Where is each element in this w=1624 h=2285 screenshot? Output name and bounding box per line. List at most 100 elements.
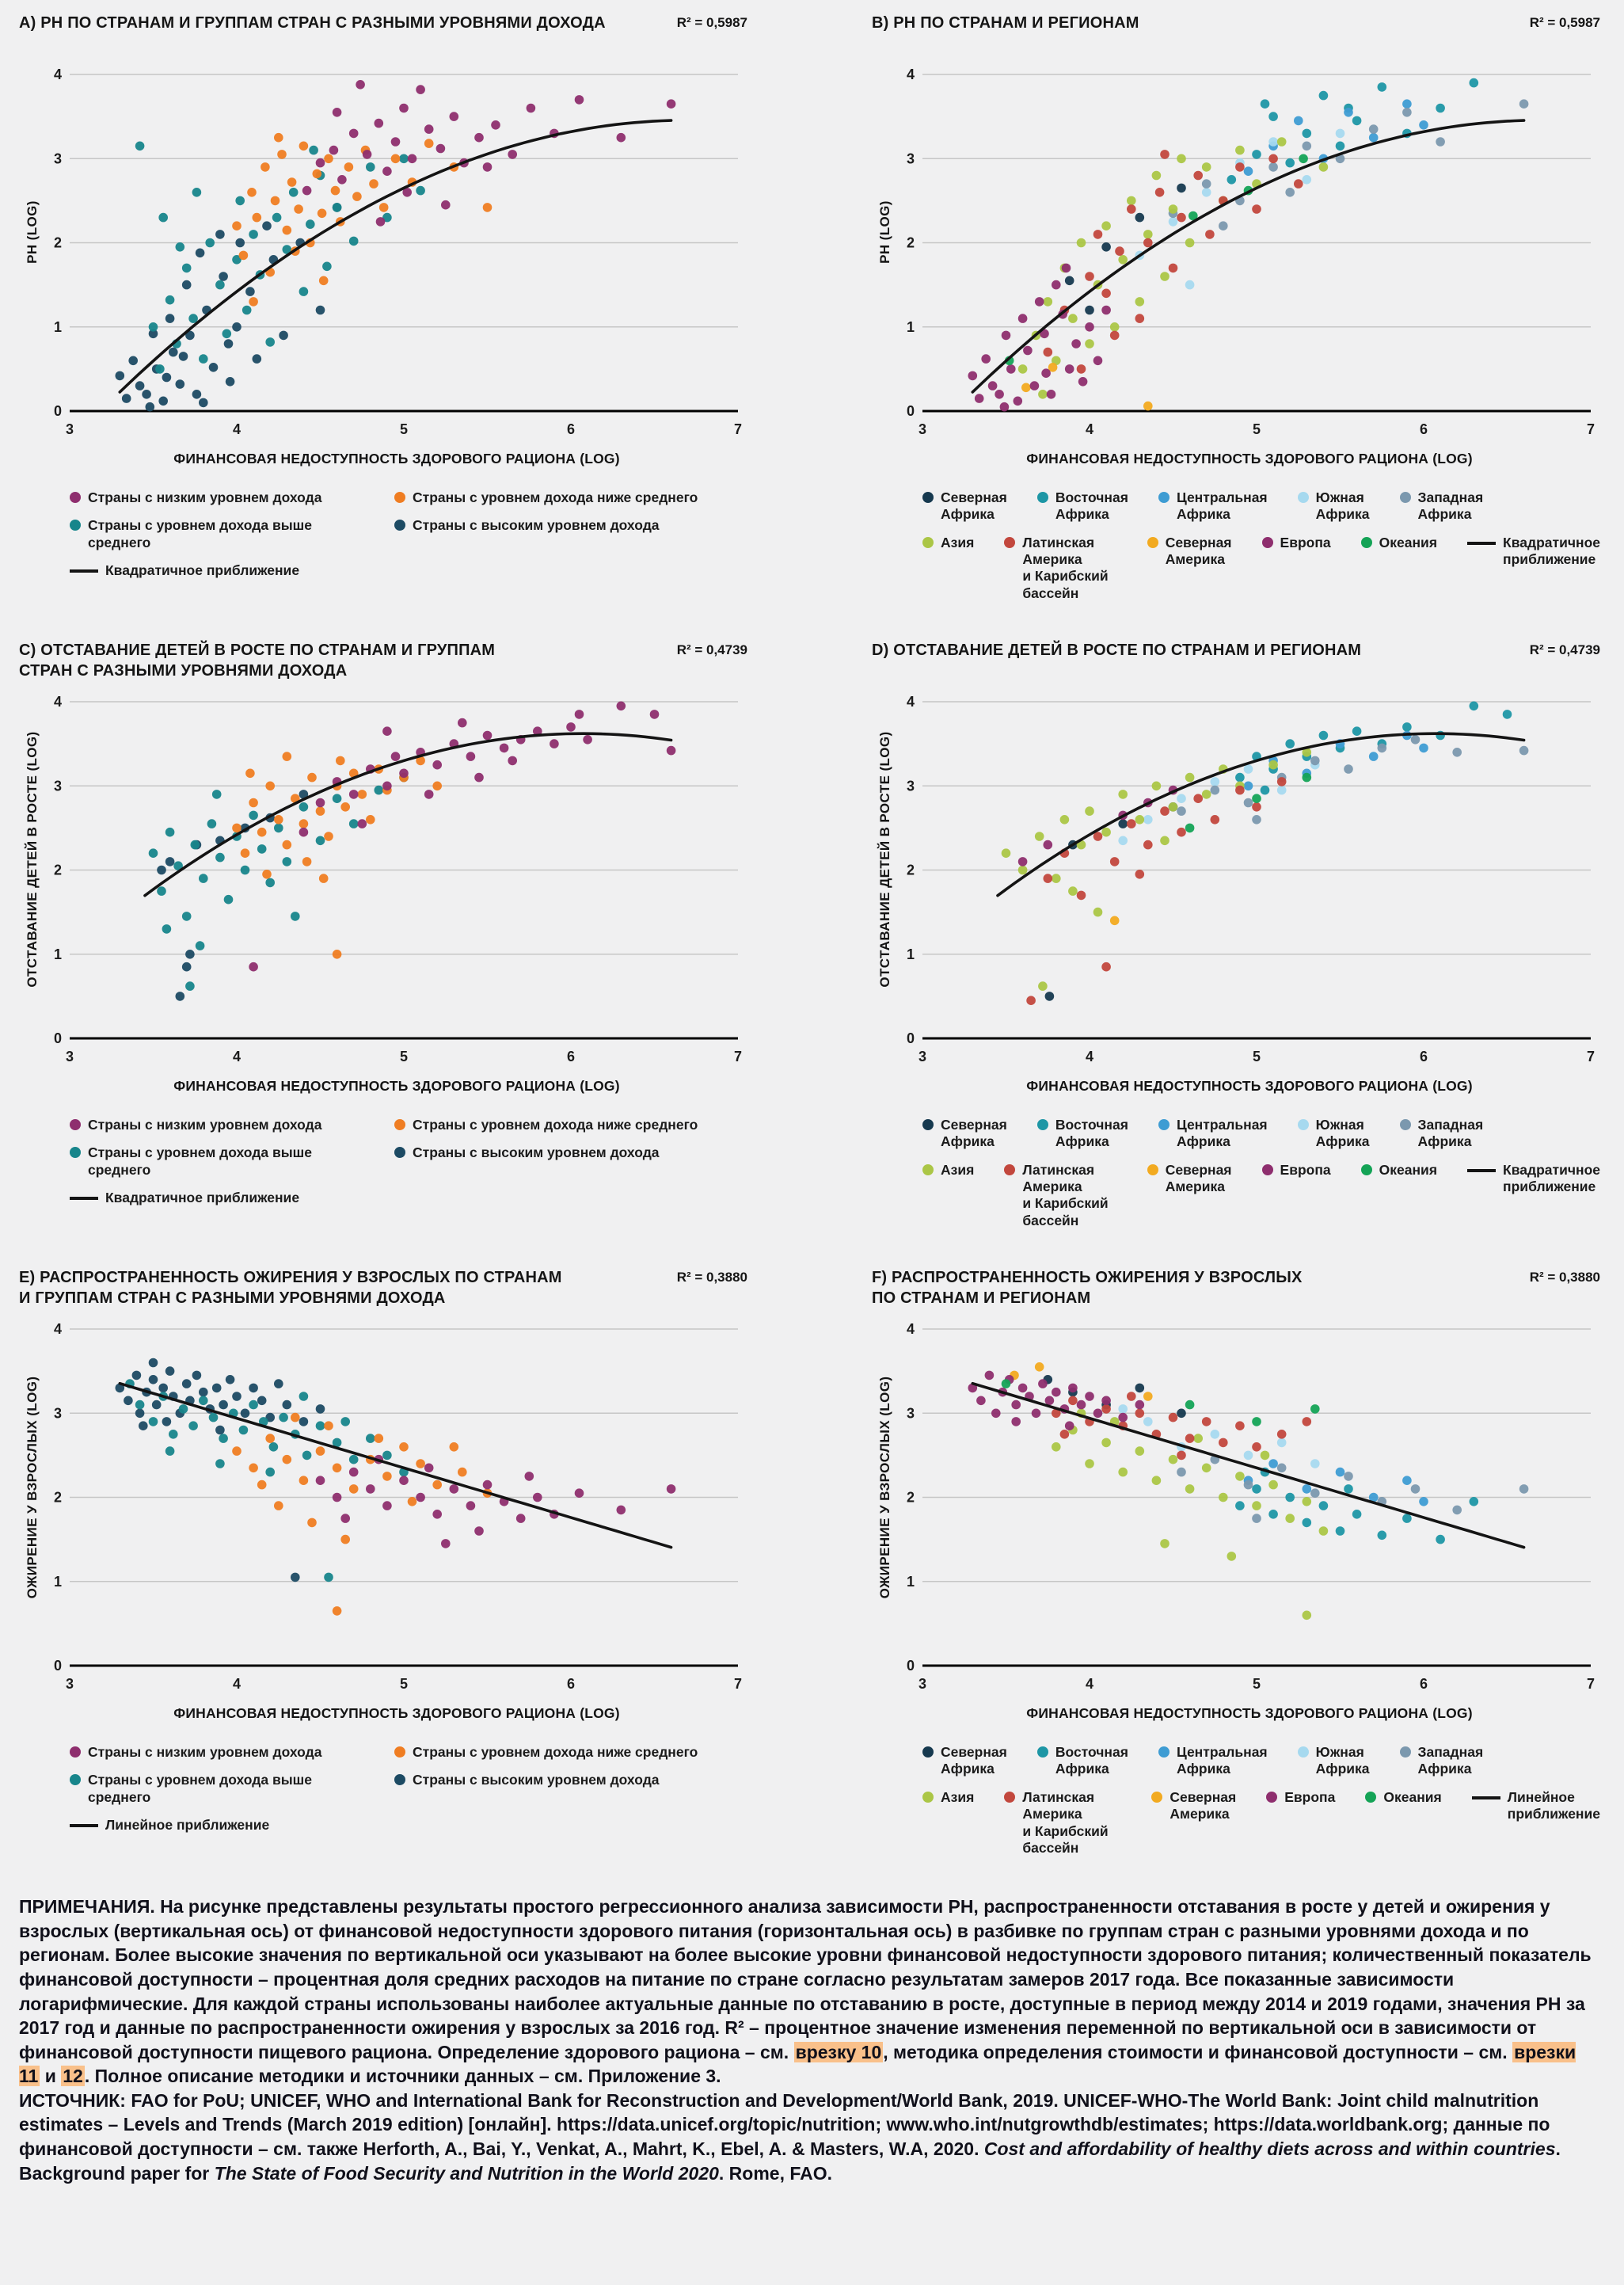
svg-text:4: 4 [233, 1049, 241, 1064]
legend-dot-icon [922, 536, 934, 548]
svg-text:4: 4 [233, 421, 241, 437]
legend-label: Страны с низким уровнем дохода [88, 1744, 322, 1761]
legend-label: Западная Африка [1417, 489, 1484, 523]
legend-dot-icon [922, 1746, 934, 1758]
legend-item: Океания [1360, 534, 1438, 551]
plot-area: ОЖИРЕНИЕ У ВЗРОСЛЫХ (LOG) 3 4 5 6 7 0 1 2 3 4 [19, 1318, 747, 1702]
r-squared-label: R² = 0,4739 [1529, 642, 1600, 658]
trend-line-icon [70, 1197, 98, 1201]
legend-label: Океания [1379, 534, 1438, 550]
box-reference-link[interactable]: врезку 10 [793, 2041, 884, 2062]
svg-text:3: 3 [66, 421, 74, 437]
svg-text:4: 4 [907, 67, 915, 82]
legend-dot-icon [70, 520, 81, 531]
svg-text:3: 3 [54, 778, 62, 794]
legend-label: Северная Африка [941, 1744, 1007, 1777]
legend-item: Страны с высоким уровнем дохода [394, 517, 660, 534]
svg-text:6: 6 [567, 1676, 575, 1692]
legend-item: Страны с уровнем дохода ниже среднего [394, 1744, 698, 1761]
scatter-plot: 3 4 5 6 7 0 1 2 3 4 [907, 67, 1595, 437]
legend-dot-icon [1297, 492, 1309, 503]
note-text-segment: , методика определения стоимости и финан… [883, 2041, 1513, 2062]
legend-item: Центральная Африка [1158, 489, 1268, 524]
svg-text:5: 5 [1253, 1676, 1261, 1692]
legend-label: Северная Америка [1170, 1788, 1237, 1822]
legend-item: Северная Африка [922, 1117, 1007, 1151]
svg-text:0: 0 [54, 1658, 62, 1674]
legend-dot-icon [1266, 1791, 1278, 1803]
legend: Северная Африка Восточная Африка Центральн… [922, 1117, 1600, 1229]
svg-text:7: 7 [1587, 421, 1595, 437]
svg-text:4: 4 [54, 67, 62, 82]
legend-dot-icon [1036, 492, 1048, 503]
x-axis-label: ФИНАНСОВАЯ НЕДОСТУПНОСТЬ ЗДОРОВОГО РАЦИО… [1026, 1078, 1473, 1095]
legend-dot-icon [1297, 1746, 1309, 1758]
legend-item: Европа [1261, 1162, 1331, 1179]
legend-label: Европа [1284, 1788, 1336, 1805]
svg-text:6: 6 [567, 1049, 575, 1064]
svg-text:0: 0 [54, 403, 62, 419]
legend-item: Восточная Африка [1036, 489, 1128, 524]
legend-row: Страны с уровнем дохода выше среднего Стр… [70, 1772, 747, 1806]
svg-text:3: 3 [66, 1049, 74, 1064]
svg-text:3: 3 [918, 1049, 926, 1064]
scatter-plot: 3 4 5 6 7 0 1 2 3 4 [54, 1321, 742, 1692]
scatter-plot: 3 4 5 6 7 0 1 2 3 4 [907, 1321, 1595, 1692]
legend: Страны с низким уровнем дохода Страны с у… [70, 489, 747, 579]
svg-text:3: 3 [54, 150, 62, 166]
legend-row: Северная Африка Восточная Африка Центральн… [922, 1744, 1600, 1778]
svg-text:5: 5 [1253, 421, 1261, 437]
legend-label: Латинская Америка и Карибский бассейн [1022, 534, 1109, 601]
legend-dot-icon [1151, 1791, 1163, 1803]
note-text-segment: и [40, 2066, 62, 2087]
svg-text:3: 3 [54, 1405, 62, 1421]
legend-item: Страны с низким уровнем дохода [70, 1117, 364, 1133]
legend-label: Квадратичное приближение [1503, 1161, 1600, 1195]
legend-item: Северная Америка [1151, 1789, 1236, 1823]
box-reference-link[interactable]: 12 [61, 2066, 85, 2087]
legend-item-fit-line: Квадратичное приближение [70, 562, 364, 579]
svg-text:1: 1 [907, 1574, 915, 1590]
legend-row: Страны с уровнем дохода выше среднего Стр… [70, 517, 747, 551]
panel-a: A) РН ПО СТРАНАМ И ГРУППАМ СТРАН С РАЗНЫ… [19, 13, 747, 602]
legend-label: Океания [1379, 1161, 1438, 1178]
legend-dot-icon [1399, 1746, 1411, 1758]
legend-dot-icon [1147, 1163, 1158, 1175]
svg-text:4: 4 [1086, 1049, 1093, 1064]
panel-title: B) РН ПО СТРАНАМ И РЕГИОНАМ [872, 14, 1139, 32]
legend-item: Латинская Америка и Карибский бассейн [1004, 1162, 1116, 1229]
panel-e: E) РАСПРОСТРАНЕННОСТЬ ОЖИРЕНИЯ У ВЗРОСЛЫ… [19, 1267, 747, 1857]
svg-text:2: 2 [54, 1490, 62, 1506]
legend-dot-icon [922, 1119, 934, 1131]
y-axis: ОТСТАВАНИЕ ДЕТЕЙ В РОСТЕ (LOG) [19, 691, 46, 1075]
legend-label: Страны с высоким уровнем дохода [413, 1144, 660, 1161]
svg-text:4: 4 [1086, 1676, 1093, 1692]
legend-item: Азия [922, 1162, 974, 1179]
y-axis-label: РН (LOG) [877, 200, 892, 265]
y-axis: РН (LOG) [872, 63, 899, 447]
note-text-segment: ПРИМЕЧАНИЯ. На рисунке представлены резу… [19, 1896, 1592, 2062]
legend-label: Квадратичное приближение [1503, 534, 1600, 568]
legend-row: Линейное приближение [70, 1817, 747, 1834]
svg-text:2: 2 [54, 863, 62, 878]
svg-text:5: 5 [400, 1676, 408, 1692]
legend-item: Восточная Африка [1036, 1744, 1128, 1778]
svg-text:7: 7 [734, 1049, 742, 1064]
legend-dot-icon [70, 1119, 81, 1131]
x-axis-label: ФИНАНСОВАЯ НЕДОСТУПНОСТЬ ЗДОРОВОГО РАЦИО… [173, 1078, 620, 1095]
legend-dot-icon [70, 492, 81, 503]
legend-label: Западная Африка [1417, 1744, 1484, 1777]
legend-dot-icon [394, 1119, 405, 1131]
legend-dot-icon [394, 520, 405, 531]
plot-area: РН (LOG) 3 4 5 6 7 0 1 2 3 4 [872, 63, 1600, 447]
legend-item: Страны с уровнем дохода выше среднего [70, 1144, 364, 1179]
legend-label: Азия [941, 1161, 975, 1178]
svg-text:7: 7 [1587, 1049, 1595, 1064]
legend-item: Азия [922, 535, 974, 551]
svg-text:6: 6 [1420, 1049, 1428, 1064]
legend-label: Латинская Америка и Карибский бассейн [1022, 1788, 1109, 1856]
panel-header: E) РАСПРОСТРАНЕННОСТЬ ОЖИРЕНИЯ У ВЗРОСЛЫ… [19, 1267, 747, 1316]
legend-row: Страны с низким уровнем дохода Страны с у… [70, 1117, 747, 1133]
r-squared-label: R² = 0,3880 [1529, 1270, 1600, 1285]
legend-dot-icon [1261, 536, 1273, 548]
